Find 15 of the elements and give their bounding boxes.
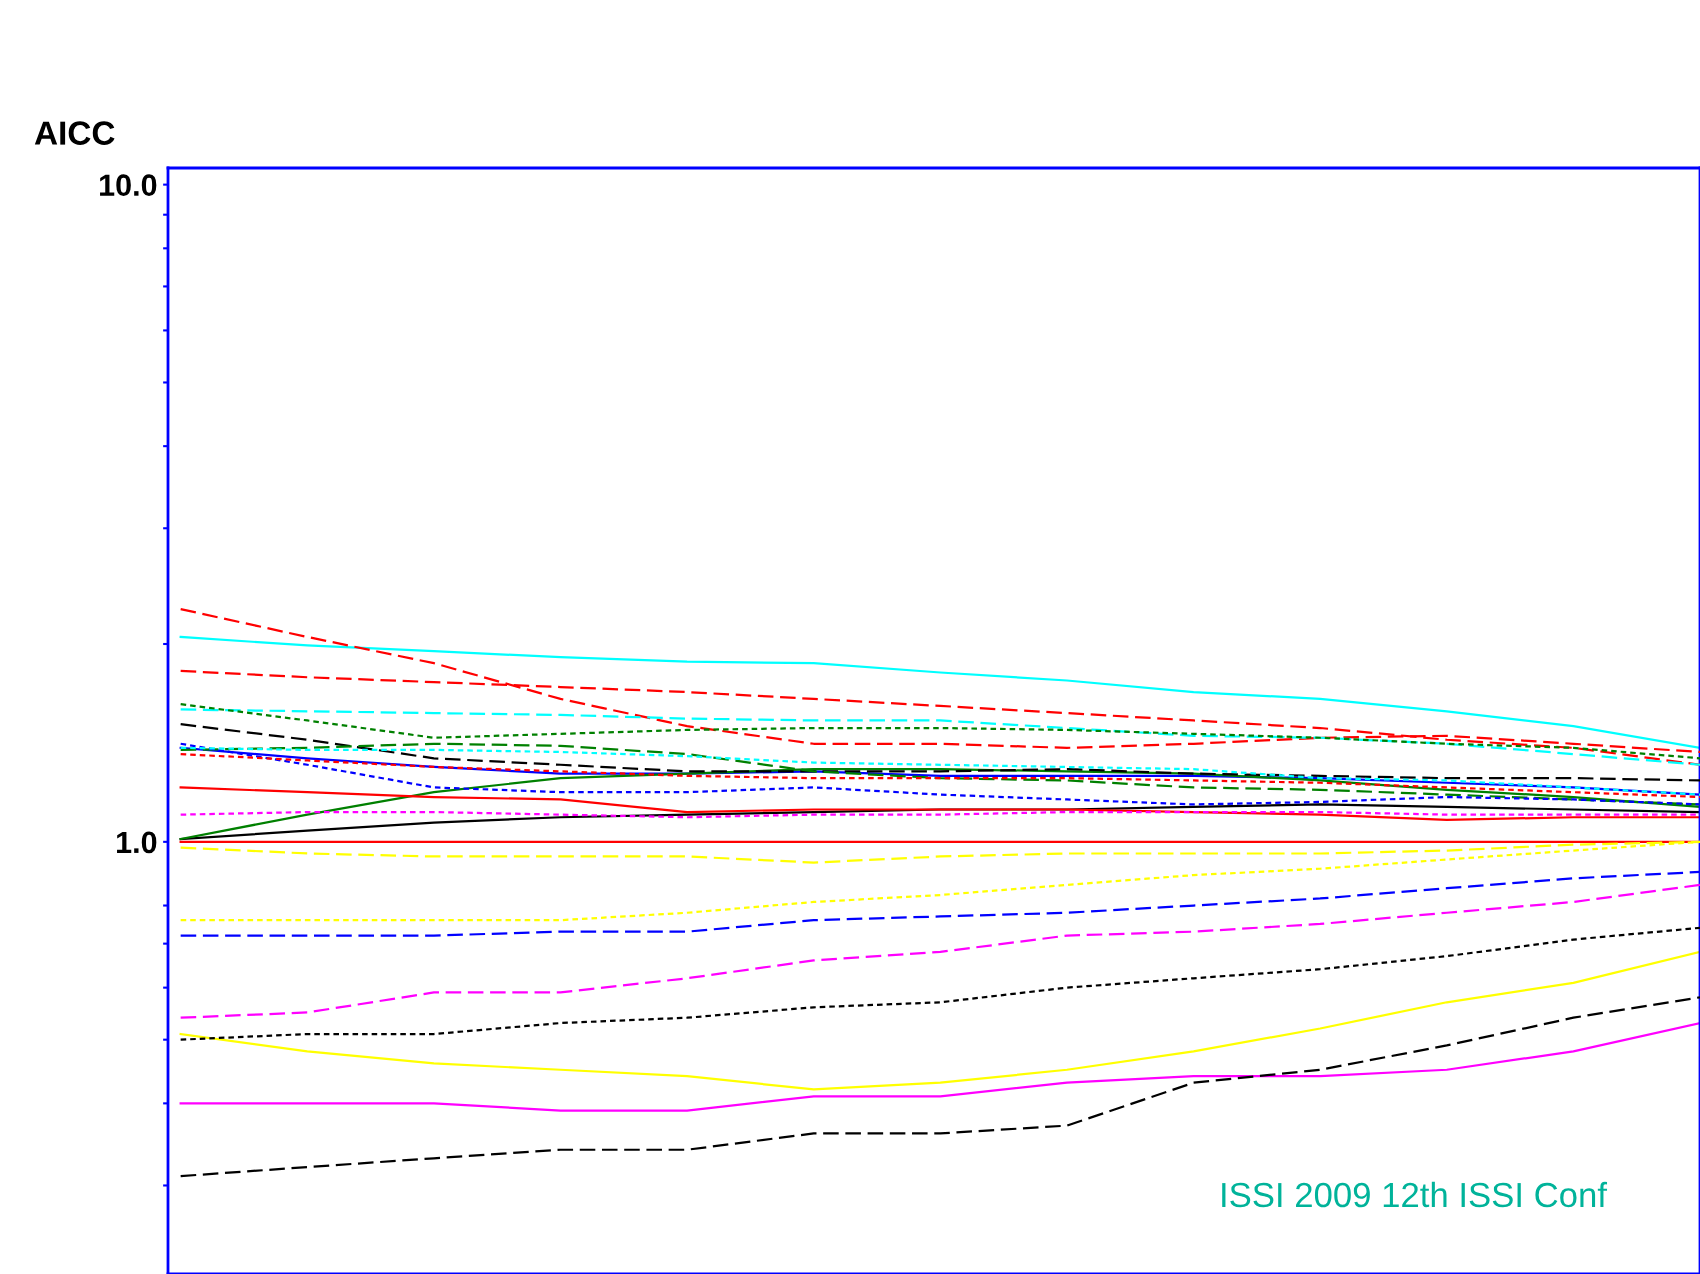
line-series bbox=[179, 950, 1700, 1091]
line-series bbox=[179, 752, 1700, 799]
y-tick-label: 1.0 bbox=[117, 831, 157, 854]
line-series bbox=[179, 786, 1700, 821]
line-series bbox=[179, 996, 1700, 1178]
line-series bbox=[179, 723, 1700, 782]
line-series bbox=[179, 703, 1700, 760]
line-series bbox=[179, 926, 1700, 1041]
y-tick-label: 10.0 bbox=[100, 174, 157, 196]
annotation: ISSI 2009 12th ISSI Conf bbox=[1222, 1181, 1608, 1208]
line-series bbox=[179, 635, 1700, 749]
line-series bbox=[179, 708, 1700, 766]
y-axis-title: AICC bbox=[34, 121, 115, 145]
line-series bbox=[179, 883, 1700, 1019]
line-series bbox=[179, 1021, 1700, 1112]
